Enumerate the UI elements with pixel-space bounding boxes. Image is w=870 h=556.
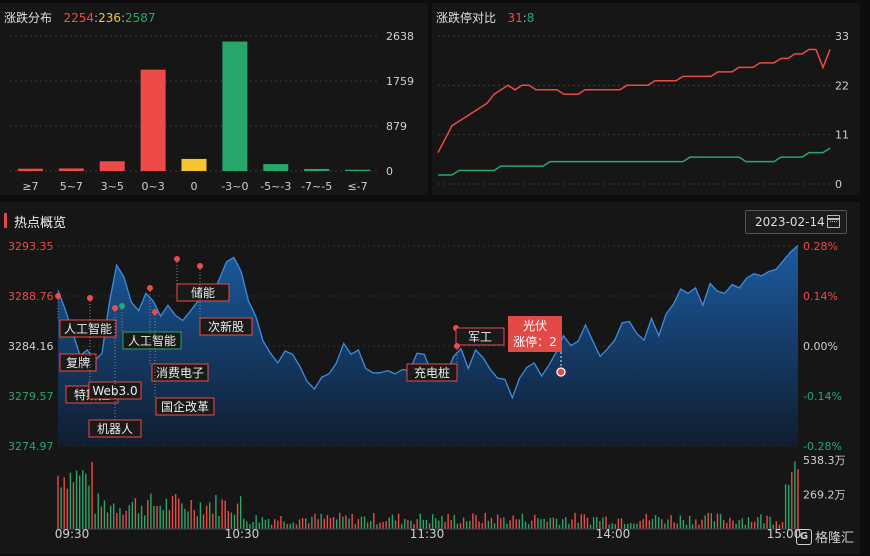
time-tick-label: 09:30 bbox=[55, 527, 90, 541]
dist-xtick-label: ≥7 bbox=[22, 180, 38, 193]
time-tick-label: 11:30 bbox=[410, 527, 445, 541]
date-value: 2023-02-14 bbox=[755, 215, 825, 229]
hot-ytick-right: 0.00% bbox=[803, 340, 838, 353]
annotation-label: 消费电子 bbox=[156, 366, 204, 380]
annotation-box bbox=[88, 419, 142, 438]
annotation-label: 军工 bbox=[468, 330, 492, 344]
annotation-box bbox=[59, 353, 97, 372]
sep-1: : bbox=[94, 11, 99, 25]
annotation-label: Web3.0 bbox=[92, 384, 137, 398]
limit-down-count: 8 bbox=[526, 11, 535, 25]
dist-bar bbox=[181, 158, 207, 171]
gelonghui-logo: G 格隆汇 bbox=[795, 527, 854, 546]
hot-ytick-right: -0.28% bbox=[803, 440, 842, 453]
hot-ytick-left: 3293.35 bbox=[8, 240, 54, 253]
limit-ratio-title: 涨跌停对比 31:8 bbox=[436, 9, 534, 26]
dist-xtick-label: -3~0 bbox=[221, 180, 248, 193]
active-annotation-dot bbox=[556, 367, 566, 377]
annotation-label: 储能 bbox=[191, 285, 215, 300]
hot-ytick-left: 3284.16 bbox=[8, 340, 54, 353]
sep-2: : bbox=[120, 11, 126, 25]
dist-bar bbox=[304, 168, 330, 171]
date-picker[interactable]: 2023-02-14 bbox=[745, 210, 847, 234]
limit-up-line bbox=[437, 48, 831, 153]
ratio-ytick-label: 0 bbox=[835, 178, 842, 191]
dist-ytick-label: 1759 bbox=[386, 75, 414, 88]
dist-xtick-label: 5~7 bbox=[60, 180, 83, 193]
time-tick-label: 15:00 bbox=[767, 527, 802, 541]
dist-bar bbox=[17, 168, 43, 171]
time-tick-label: 10:30 bbox=[225, 527, 260, 541]
annotation-label: 国企改革 bbox=[161, 399, 209, 414]
distribution-panel: 涨跌分布 2254:236:2587 2638 1759 879 0 ≥7 5~7 3~5 0… bbox=[0, 3, 428, 195]
hot-ytick-left: 3274.97 bbox=[8, 440, 54, 453]
hot-ytick-right: 0.28% bbox=[803, 240, 838, 253]
annotation-label: 人工智能 bbox=[64, 321, 112, 336]
logo-mark-icon: G bbox=[795, 528, 812, 545]
sep-3: : bbox=[522, 11, 527, 25]
logo-text: 格隆汇 bbox=[814, 531, 854, 546]
limit-ratio-title-text: 涨跌停对比 bbox=[436, 11, 497, 25]
hot-area-fill bbox=[58, 245, 798, 446]
annotation-box bbox=[406, 363, 458, 382]
annotation-box bbox=[199, 317, 253, 336]
dist-ytick-label: 0 bbox=[386, 165, 393, 178]
dist-bar bbox=[58, 168, 84, 171]
dist-bar bbox=[140, 69, 166, 171]
annotation-box bbox=[151, 363, 209, 382]
dist-bar bbox=[222, 41, 248, 171]
hotspot-title: 热点概览 bbox=[4, 212, 66, 231]
annotation-label: 次新股 bbox=[208, 319, 244, 334]
active-annotation-box bbox=[508, 316, 562, 352]
dist-xtick-label: 0 bbox=[191, 180, 198, 193]
hot-ytick-right: -0.14% bbox=[803, 390, 842, 403]
calendar-icon[interactable] bbox=[827, 215, 840, 228]
ratio-ytick-label: 33 bbox=[835, 30, 849, 43]
volume-tick-mid: 269.2万 bbox=[803, 489, 846, 502]
hotspot-panel: 热点概览 2023-02-14 3293.35 0.28% 3288.76 0.14%… bbox=[0, 202, 860, 554]
up-count: 2254 bbox=[63, 11, 95, 25]
dist-bar bbox=[345, 169, 371, 171]
annotation-box bbox=[155, 397, 215, 416]
annotation-box bbox=[122, 331, 182, 350]
limit-down-line bbox=[438, 147, 831, 176]
annotation-box bbox=[455, 327, 505, 346]
annotation-box bbox=[59, 319, 117, 338]
limit-ratio-line-chart: 33 22 11 0 bbox=[437, 30, 849, 191]
limit-up-count: 31 bbox=[507, 11, 523, 25]
hot-ytick-left: 3279.57 bbox=[8, 390, 54, 403]
ratio-ytick-label: 22 bbox=[835, 79, 849, 92]
volume-tick-max: 538.3万 bbox=[803, 454, 846, 467]
hotspot-area-chart: 3293.35 0.28% 3288.76 0.14% 3284.16 0.00% 3279… bbox=[8, 240, 846, 541]
dist-xtick-label: 0~3 bbox=[142, 180, 165, 193]
hot-ytick-right: 0.14% bbox=[803, 290, 838, 303]
dist-xtick-label: 3~5 bbox=[101, 180, 124, 193]
dist-bar bbox=[99, 161, 125, 171]
flat-count: 236 bbox=[98, 11, 121, 25]
annotation-label: 复牌 bbox=[66, 356, 90, 370]
dist-bar bbox=[263, 164, 289, 171]
down-count: 2587 bbox=[125, 11, 156, 25]
active-annotation-line2: 涨停：2 bbox=[513, 334, 557, 349]
dist-xtick-label: -5~-3 bbox=[260, 180, 291, 193]
time-tick-label: 14:00 bbox=[596, 527, 631, 541]
annotation-label: 人工智能 bbox=[128, 333, 176, 348]
dist-xtick-label: ≤-7 bbox=[347, 180, 367, 193]
annotation-label: 机器人 bbox=[97, 422, 133, 436]
annotation-box bbox=[176, 283, 230, 302]
limit-ratio-panel: 涨跌停对比 31:8 33 22 11 0 bbox=[432, 3, 860, 195]
ratio-ytick-label: 11 bbox=[835, 129, 849, 142]
hot-ytick-left: 3288.76 bbox=[8, 290, 54, 303]
distribution-bar-chart: 2638 1759 879 0 ≥7 5~7 3~5 0~3 0 -3~0 -5~-3 -7~-5 ≤-… bbox=[10, 30, 414, 193]
dist-xtick-label: -7~-5 bbox=[301, 180, 332, 193]
dist-ytick-label: 879 bbox=[386, 120, 407, 133]
active-annotation-line1: 光伏 bbox=[523, 319, 547, 333]
distribution-title: 涨跌分布 2254:236:2587 bbox=[4, 9, 156, 26]
annotation-label: 充电桩 bbox=[414, 365, 450, 380]
distribution-title-text: 涨跌分布 bbox=[4, 11, 53, 25]
dist-ytick-label: 2638 bbox=[386, 30, 414, 43]
